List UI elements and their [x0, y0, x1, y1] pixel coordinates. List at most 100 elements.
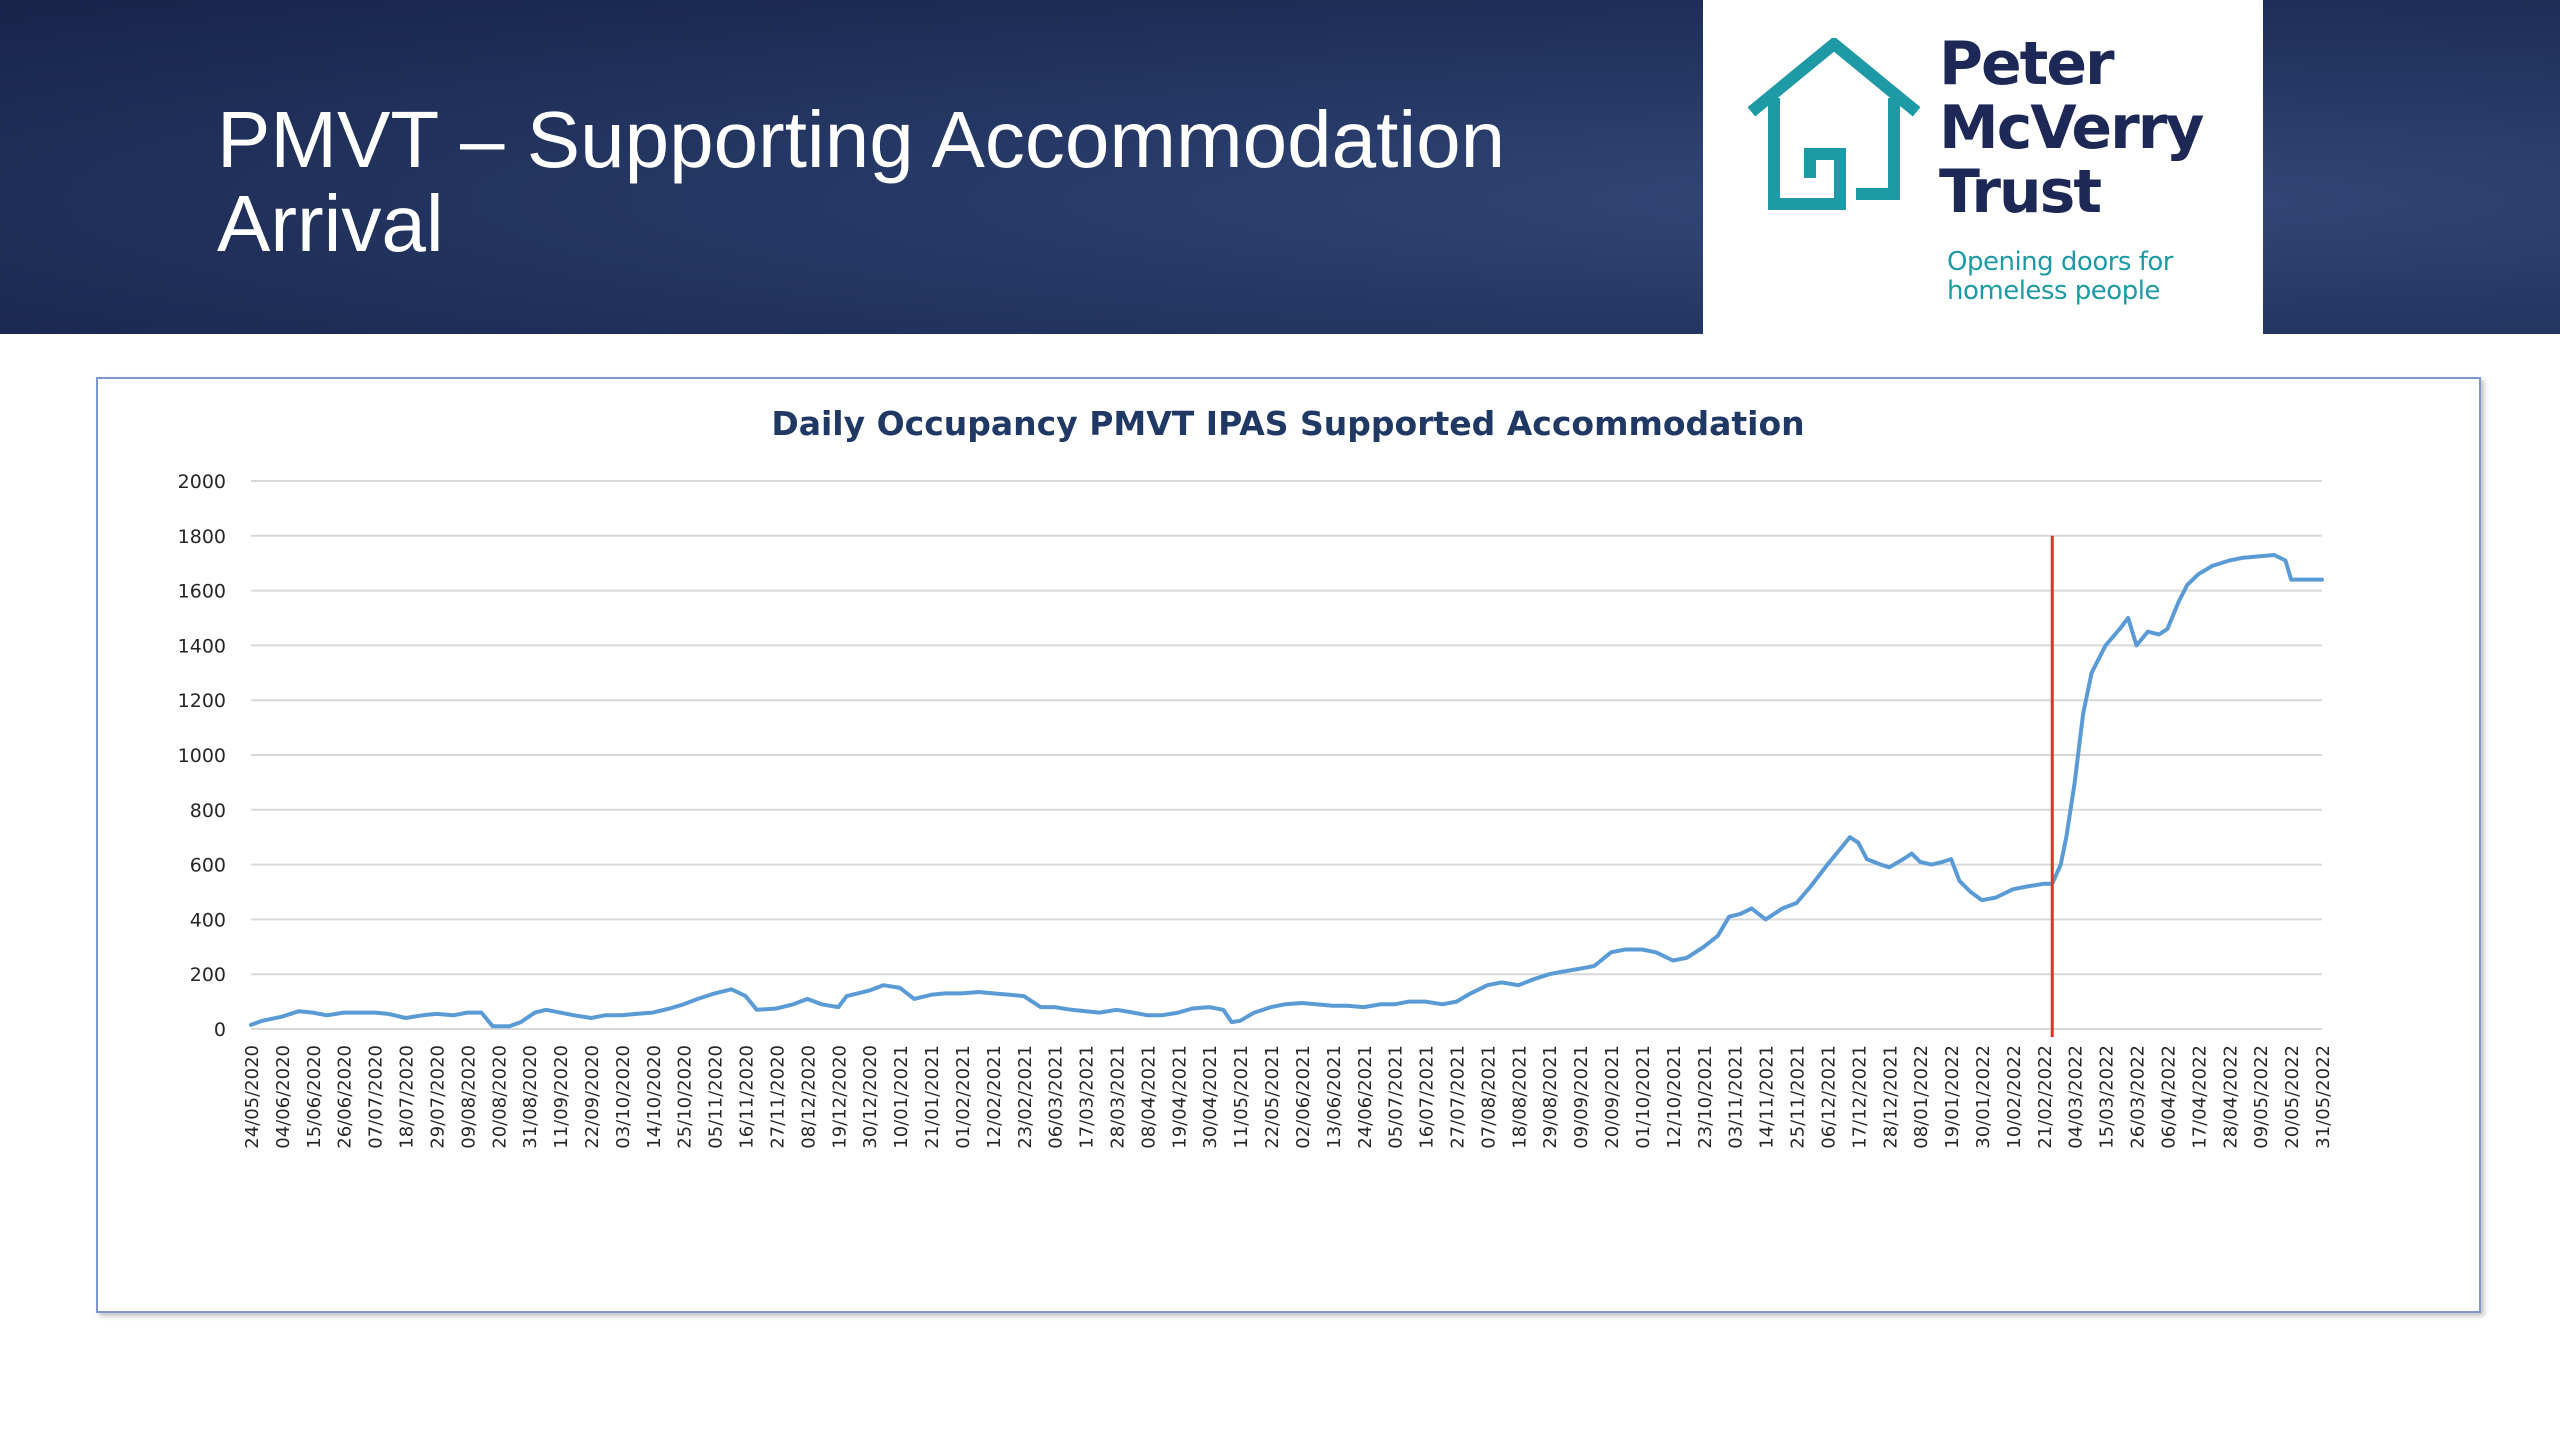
y-tick-label: 400 [190, 909, 226, 931]
chart-title: Daily Occupancy PMVT IPAS Supported Acco… [771, 404, 1804, 443]
x-tick-label: 11/09/2020 [551, 1045, 572, 1149]
x-tick-label: 04/03/2022 [2066, 1045, 2087, 1149]
x-tick-label: 18/07/2020 [397, 1045, 418, 1149]
x-tick-label: 16/11/2020 [737, 1045, 758, 1149]
x-tick-label: 28/03/2021 [1107, 1045, 1128, 1149]
x-tick-label: 19/12/2020 [829, 1045, 850, 1149]
logo-tagline-line2: homeless people [1947, 276, 2160, 306]
x-tick-label: 26/03/2022 [2128, 1045, 2149, 1149]
x-tick-label: 19/04/2021 [1169, 1045, 1190, 1149]
x-tick-label: 31/08/2020 [520, 1045, 541, 1149]
x-tick-label: 07/07/2020 [366, 1045, 387, 1149]
x-tick-label: 08/12/2020 [798, 1045, 819, 1149]
x-tick-label: 14/10/2020 [644, 1045, 665, 1149]
y-tick-label: 1800 [178, 526, 226, 548]
x-tick-label: 29/07/2020 [427, 1045, 448, 1149]
logo-tagline: Opening doors for homeless people [1947, 248, 2173, 306]
series-layer [249, 553, 2324, 1029]
x-tick-label: 25/10/2020 [675, 1045, 696, 1149]
logo-name-line1: Peter [1939, 29, 2115, 99]
slide-title-line1: PMVT – Supporting Accommodation [217, 95, 1506, 184]
x-tick-label: 01/02/2021 [953, 1045, 974, 1149]
x-tick-label: 05/07/2021 [1386, 1045, 1407, 1149]
x-tick-label: 27/07/2021 [1448, 1045, 1469, 1149]
x-tick-label: 30/01/2022 [1973, 1045, 1994, 1149]
house-icon [1747, 36, 1921, 221]
logo-name: Peter McVerry Trust [1939, 29, 2204, 227]
x-tick-label: 05/11/2020 [706, 1045, 727, 1149]
logo: Peter McVerry Trust Opening doors for ho… [1703, 0, 2263, 334]
x-tick-label: 22/05/2021 [1262, 1045, 1283, 1149]
x-tick-label: 20/09/2021 [1602, 1045, 1623, 1149]
y-tick-label: 1000 [178, 745, 226, 767]
y-tick-label: 0 [214, 1019, 226, 1041]
x-tick-label: 06/04/2022 [2158, 1045, 2179, 1149]
x-tick-label: 15/03/2022 [2097, 1045, 2118, 1149]
x-tick-label: 07/08/2021 [1478, 1045, 1499, 1149]
x-tick-label: 24/05/2020 [242, 1045, 263, 1149]
series-line-occupancy [249, 553, 2324, 1029]
line-chart: Daily Occupancy PMVT IPAS Supported Acco… [178, 404, 2334, 1149]
y-tick-label: 800 [190, 800, 226, 822]
x-tick-label: 30/04/2021 [1200, 1045, 1221, 1149]
x-tick-label: 10/02/2022 [2004, 1045, 2025, 1149]
x-tick-label: 27/11/2020 [767, 1045, 788, 1149]
x-tick-label: 20/05/2022 [2282, 1045, 2303, 1149]
chart-frame: Daily Occupancy PMVT IPAS Supported Acco… [96, 377, 2481, 1313]
x-tick-label: 12/02/2021 [984, 1045, 1005, 1149]
x-tick-label: 18/08/2021 [1509, 1045, 1530, 1149]
x-tick-label: 24/06/2021 [1355, 1045, 1376, 1149]
y-tick-label: 1400 [178, 635, 226, 657]
x-axis-ticks: 24/05/2020 04/06/2020 15/06/2020 26/06/2020… [242, 1045, 2334, 1149]
x-tick-label: 03/10/2020 [613, 1045, 634, 1149]
slide-title-line2: Arrival [217, 179, 444, 268]
x-tick-label: 08/04/2021 [1138, 1045, 1159, 1149]
x-tick-label: 17/04/2022 [2189, 1045, 2210, 1149]
gridlines [251, 480, 2322, 1030]
x-tick-label: 28/12/2021 [1880, 1045, 1901, 1149]
x-tick-label: 23/02/2021 [1015, 1045, 1036, 1149]
x-tick-label: 14/11/2021 [1757, 1045, 1778, 1149]
y-axis-ticks: 0 200 400 600 800 1000 1200 1400 1600 1800 2000 [178, 471, 226, 1041]
x-tick-label: 01/10/2021 [1633, 1045, 1654, 1149]
x-tick-label: 10/01/2021 [891, 1045, 912, 1149]
x-tick-label: 20/08/2020 [489, 1045, 510, 1149]
x-tick-label: 30/12/2020 [860, 1045, 881, 1149]
x-tick-label: 09/05/2022 [2251, 1045, 2272, 1149]
slide-title: PMVT – Supporting Accommodation Arrival [217, 98, 1617, 266]
x-tick-label: 21/02/2022 [2035, 1045, 2056, 1149]
x-tick-label: 09/09/2021 [1571, 1045, 1592, 1149]
x-tick-label: 29/08/2021 [1540, 1045, 1561, 1149]
x-tick-label: 22/09/2020 [582, 1045, 603, 1149]
x-tick-label: 11/05/2021 [1231, 1045, 1252, 1149]
y-tick-label: 1200 [178, 690, 226, 712]
x-tick-label: 09/08/2020 [458, 1045, 479, 1149]
x-tick-label: 02/06/2021 [1293, 1045, 1314, 1149]
x-tick-label: 04/06/2020 [273, 1045, 294, 1149]
logo-tagline-line1: Opening doors for [1947, 247, 2173, 277]
x-tick-label: 23/10/2021 [1695, 1045, 1716, 1149]
x-tick-label: 21/01/2021 [922, 1045, 943, 1149]
x-tick-label: 12/10/2021 [1664, 1045, 1685, 1149]
x-tick-label: 13/06/2021 [1324, 1045, 1345, 1149]
x-tick-label: 15/06/2020 [304, 1045, 325, 1149]
logo-name-line2: McVerry [1939, 93, 2204, 163]
x-tick-label: 28/04/2022 [2220, 1045, 2241, 1149]
x-tick-label: 16/07/2021 [1417, 1045, 1438, 1149]
logo-name-line3: Trust [1939, 157, 2102, 227]
x-tick-label: 03/11/2021 [1726, 1045, 1747, 1149]
x-tick-label: 06/03/2021 [1046, 1045, 1067, 1149]
x-tick-label: 25/11/2021 [1788, 1045, 1809, 1149]
x-tick-label: 08/01/2022 [1911, 1045, 1932, 1149]
y-tick-label: 1600 [178, 581, 226, 603]
x-tick-label: 31/05/2022 [2313, 1045, 2334, 1149]
x-tick-label: 06/12/2021 [1818, 1045, 1839, 1149]
x-tick-label: 19/01/2022 [1942, 1045, 1963, 1149]
y-tick-label: 2000 [178, 471, 226, 493]
x-tick-label: 17/03/2021 [1077, 1045, 1098, 1149]
y-tick-label: 600 [190, 855, 226, 877]
y-tick-label: 200 [190, 964, 226, 986]
x-tick-label: 26/06/2020 [335, 1045, 356, 1149]
x-tick-label: 17/12/2021 [1849, 1045, 1870, 1149]
